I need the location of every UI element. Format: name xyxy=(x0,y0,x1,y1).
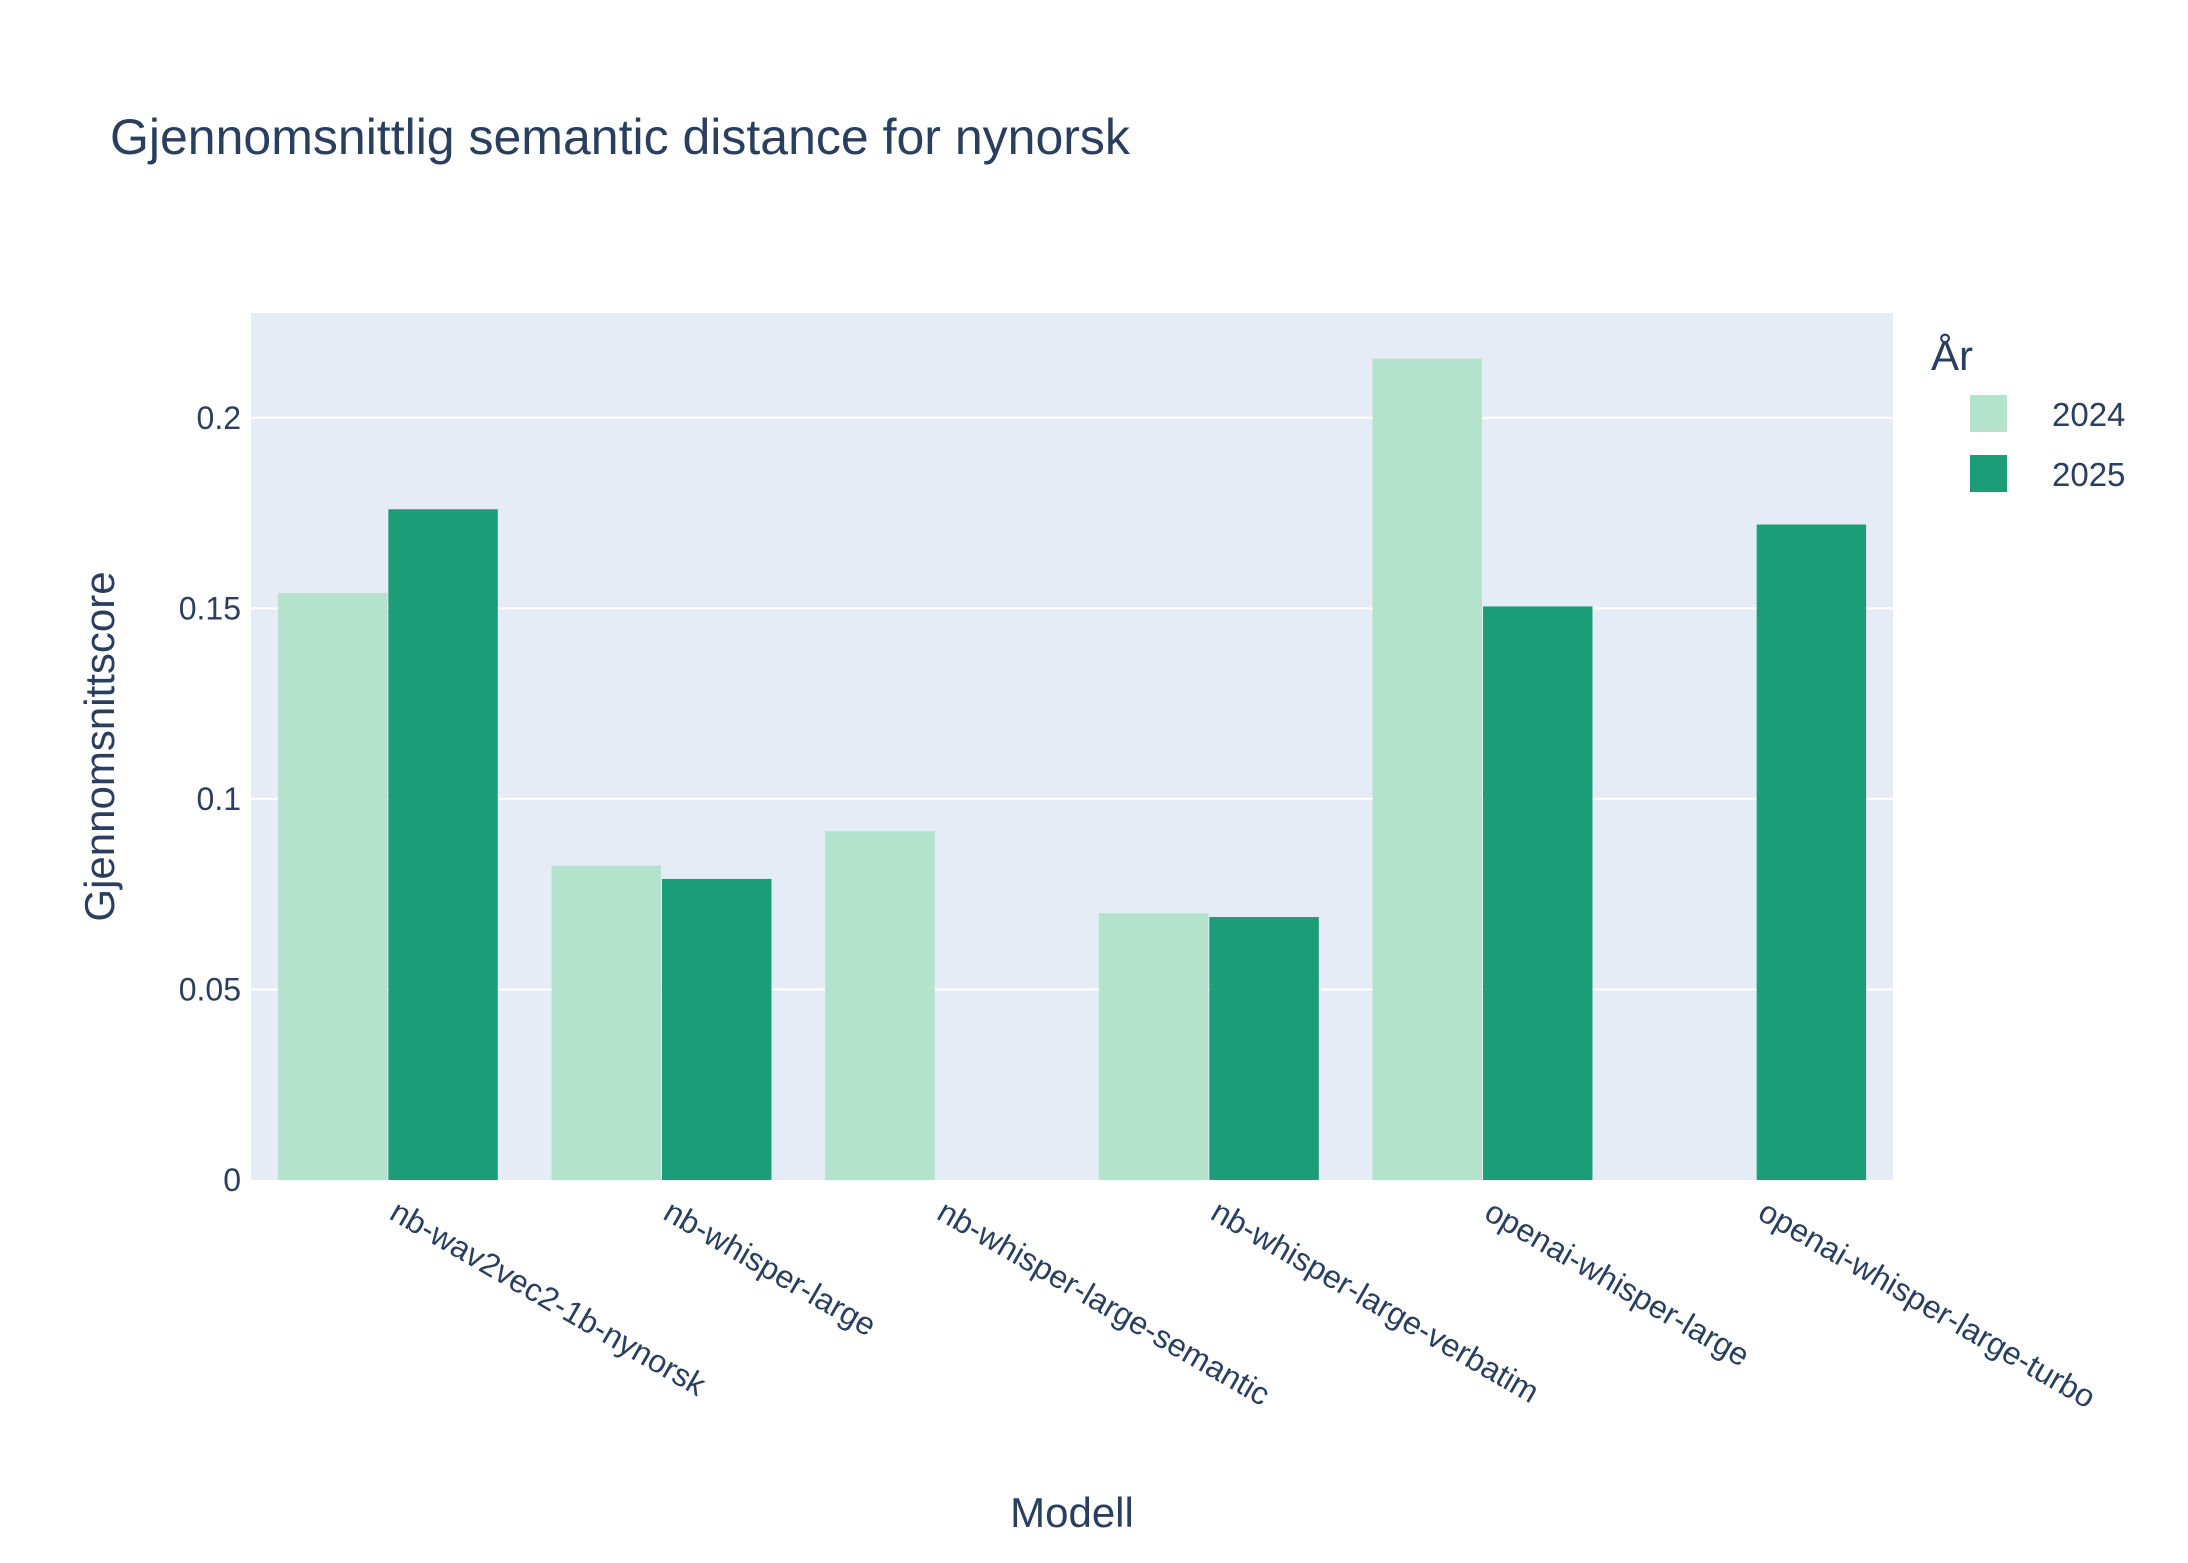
bar-2025-openai-whisper-large xyxy=(1483,606,1593,1180)
legend-label-2024: 2024 xyxy=(2052,396,2125,433)
y-axis-ticks: 0 0.05 0.1 0.15 0.2 xyxy=(179,400,241,1198)
gridlines xyxy=(251,416,1893,991)
legend: År 2024 2025 xyxy=(1931,332,2125,493)
bar-2024-nb-whisper-large xyxy=(551,865,661,1180)
bar-2025-nb-wav2vec2-1b-nynorsk xyxy=(388,509,498,1180)
bar-2025-openai-whisper-large-turbo xyxy=(1756,524,1867,1180)
x-tick-label: openai-whisper-large-turbo xyxy=(1753,1193,2102,1415)
chart-title: Gjennomsnittlig semantic distance for ny… xyxy=(110,109,1130,165)
legend-label-2025: 2025 xyxy=(2052,456,2125,493)
y-tick-label: 0.2 xyxy=(197,400,241,436)
bar-2025-nb-whisper-large-verbatim xyxy=(1209,917,1319,1180)
bar-2025-nb-whisper-large xyxy=(662,878,772,1180)
legend-swatch-2024 xyxy=(1970,395,2007,432)
plot-background xyxy=(251,313,1893,1180)
bars xyxy=(277,358,1867,1180)
y-tick-label: 0.05 xyxy=(179,971,241,1007)
y-axis-title: Gjennomsnittscore xyxy=(76,571,123,921)
legend-swatch-2025 xyxy=(1970,455,2007,492)
y-tick-label: 0.1 xyxy=(197,781,241,817)
bar-2024-openai-whisper-large xyxy=(1372,358,1482,1180)
y-tick-label: 0.15 xyxy=(179,590,241,626)
bar-2024-nb-wav2vec2-1b-nynorsk xyxy=(277,593,388,1180)
legend-title: År xyxy=(1931,332,1973,379)
y-tick-label: 0 xyxy=(223,1162,241,1198)
x-tick-label: nb-whisper-large xyxy=(658,1193,882,1343)
x-tick-label: openai-whisper-large xyxy=(1479,1193,1756,1374)
bar-2024-nb-whisper-large-semantic xyxy=(825,831,935,1180)
bar-2024-nb-whisper-large-verbatim xyxy=(1098,913,1209,1180)
x-axis-title: Modell xyxy=(1010,1489,1134,1536)
